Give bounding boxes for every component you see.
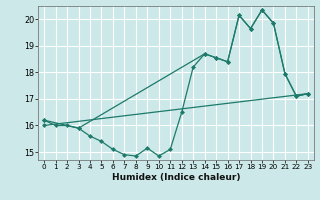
X-axis label: Humidex (Indice chaleur): Humidex (Indice chaleur)	[112, 173, 240, 182]
